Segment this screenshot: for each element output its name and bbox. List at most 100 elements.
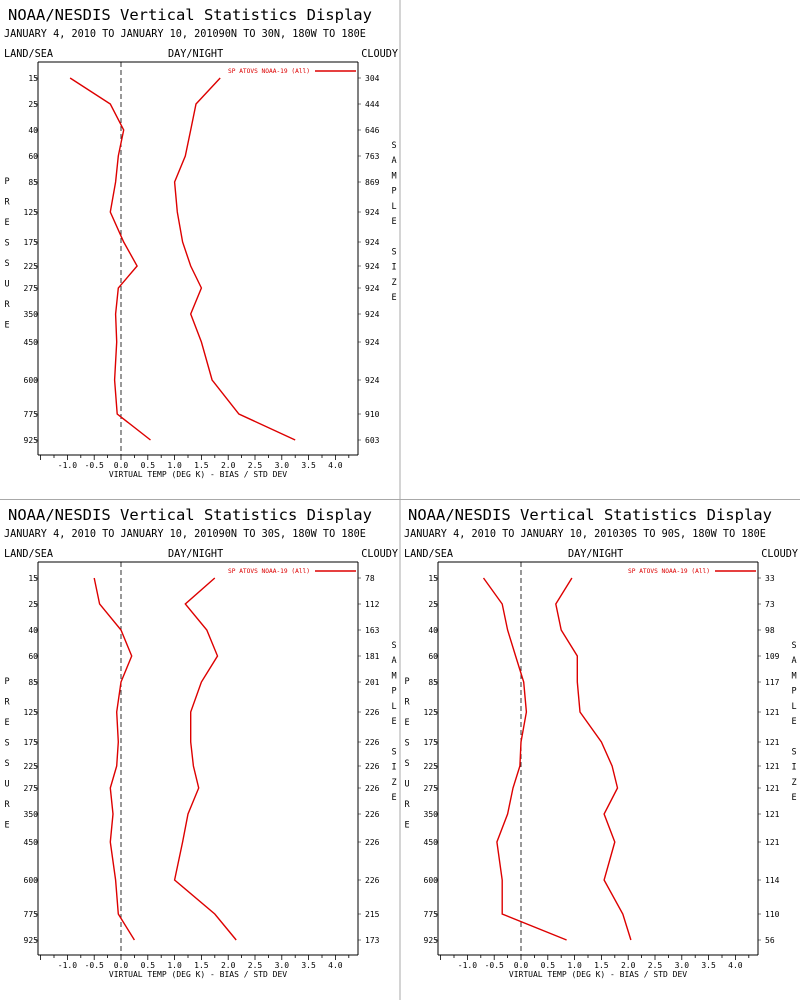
y-axis-label-letter: S — [404, 759, 409, 769]
sample-size-label: 112 — [365, 600, 380, 609]
x-tick-label: 2.5 — [248, 461, 263, 470]
pressure-level-label: 450 — [24, 838, 39, 847]
x-tick-label: -0.5 — [485, 961, 504, 970]
right-axis-label-letter: E — [791, 793, 796, 803]
series-line-std-dev — [173, 77, 296, 441]
sample-size-label: 114 — [765, 876, 780, 885]
pressure-level-label: 775 — [24, 410, 39, 419]
right-axis-label-letter: A — [391, 156, 396, 166]
x-tick-label: 1.0 — [567, 961, 582, 970]
x-tick-label: 0.5 — [141, 461, 156, 470]
y-axis-label-letter: U — [404, 780, 409, 790]
sample-size-label: 121 — [765, 838, 780, 847]
land-sea-label: LAND/SEA — [4, 49, 53, 60]
right-axis-label-letter: P — [391, 687, 396, 697]
sample-size-label: 226 — [365, 838, 380, 847]
day-night-label: DAY/NIGHT — [568, 549, 623, 560]
y-axis-label-letter: R — [4, 800, 10, 810]
x-tick-label: 0.0 — [114, 961, 129, 970]
sample-size-label: 121 — [765, 810, 780, 819]
sample-size-label: 215 — [365, 910, 380, 919]
y-axis-label-letter: U — [4, 780, 9, 790]
x-tick-label: 1.5 — [194, 461, 209, 470]
x-tick-label: 0.0 — [514, 961, 529, 970]
y-axis-label-letter: E — [4, 321, 9, 331]
sample-size-label: 444 — [365, 100, 380, 109]
y-axis-label-letter: R — [4, 698, 10, 708]
right-axis-label-letter: Z — [791, 778, 796, 788]
pressure-level-label: 275 — [24, 784, 39, 793]
sample-size-label: 173 — [365, 936, 380, 945]
x-tick-label: 3.0 — [675, 961, 690, 970]
sample-size-label: 924 — [365, 310, 380, 319]
pressure-level-label: 175 — [24, 738, 39, 747]
series-line-bias — [69, 77, 151, 441]
panel-subtitle: JANUARY 4, 2010 TO JANUARY 10, 201090N T… — [4, 529, 366, 540]
y-axis-label-letter: E — [4, 718, 9, 728]
x-tick-label: 1.0 — [167, 961, 182, 970]
x-axis-label: VIRTUAL TEMP (DEG K) - BIAS / STD DEV — [509, 970, 687, 979]
pressure-level-label: 350 — [424, 810, 439, 819]
y-axis-label-letter: P — [4, 677, 9, 687]
panel-title: NOAA/NESDIS Vertical Statistics Display — [8, 506, 372, 524]
x-tick-label: 2.0 — [221, 461, 236, 470]
x-tick-label: -0.5 — [85, 461, 104, 470]
sample-size-label: 226 — [365, 784, 380, 793]
pressure-level-label: 125 — [424, 708, 439, 717]
pressure-level-label: 60 — [28, 652, 38, 661]
pressure-level-label: 40 — [428, 626, 438, 635]
right-axis-label-letter: L — [791, 702, 796, 712]
right-axis-label-letter: E — [391, 217, 396, 227]
y-axis-label-letter: S — [4, 259, 9, 269]
pressure-level-label: 600 — [424, 876, 439, 885]
pressure-level-label: 15 — [28, 74, 38, 83]
right-axis-label-letter: S — [391, 747, 396, 757]
y-axis-label-letter: R — [4, 300, 10, 310]
right-axis-label-letter: S — [791, 641, 796, 651]
pressure-level-label: 15 — [428, 574, 438, 583]
sample-size-label: 924 — [365, 238, 380, 247]
sample-size-label: 763 — [365, 152, 380, 161]
y-axis-label-letter: U — [4, 280, 9, 290]
right-axis-label-letter: E — [391, 793, 396, 803]
sample-size-label: 226 — [365, 810, 380, 819]
pressure-level-label: 85 — [28, 678, 38, 687]
sample-size-label: 78 — [365, 574, 375, 583]
x-tick-label: 2.0 — [221, 961, 236, 970]
pressure-level-label: 25 — [428, 600, 438, 609]
sample-size-label: 226 — [365, 876, 380, 885]
x-axis-label: VIRTUAL TEMP (DEG K) - BIAS / STD DEV — [109, 470, 287, 479]
pressure-level-label: 225 — [24, 262, 39, 271]
y-axis-label-letter: P — [4, 177, 9, 187]
x-tick-label: -1.0 — [458, 961, 477, 970]
pressure-level-label: 225 — [24, 762, 39, 771]
cloudy-label: CLOUDY — [361, 49, 398, 60]
x-tick-label: 3.0 — [275, 961, 290, 970]
y-axis-label-letter: S — [4, 759, 9, 769]
pressure-level-label: 225 — [424, 762, 439, 771]
sample-size-label: 924 — [365, 208, 380, 217]
sample-size-label: 924 — [365, 262, 380, 271]
sample-size-label: 163 — [365, 626, 380, 635]
sample-size-label: 869 — [365, 178, 380, 187]
right-axis-label-letter: E — [391, 717, 396, 727]
pressure-level-label: 125 — [24, 208, 39, 217]
x-tick-label: -1.0 — [58, 961, 77, 970]
right-axis-label-letter: S — [391, 141, 396, 151]
sample-size-label: 226 — [365, 708, 380, 717]
sample-size-label: 646 — [365, 126, 380, 135]
y-axis-label-letter: R — [404, 800, 410, 810]
right-axis-label-letter: M — [391, 171, 396, 181]
pressure-level-label: 775 — [24, 910, 39, 919]
right-axis-label-letter: L — [391, 702, 396, 712]
pressure-level-label: 450 — [24, 338, 39, 347]
y-axis-label-letter: S — [4, 739, 9, 749]
sample-size-label: 98 — [765, 626, 775, 635]
pressure-level-label: 925 — [24, 436, 39, 445]
legend-label: SP ATOVS NOAA-19 (All) — [228, 568, 310, 575]
x-tick-label: 1.0 — [167, 461, 182, 470]
land-sea-label: LAND/SEA — [404, 549, 453, 560]
right-axis-label-letter: M — [791, 671, 796, 681]
x-tick-label: 3.5 — [301, 961, 316, 970]
pressure-level-label: 275 — [424, 784, 439, 793]
